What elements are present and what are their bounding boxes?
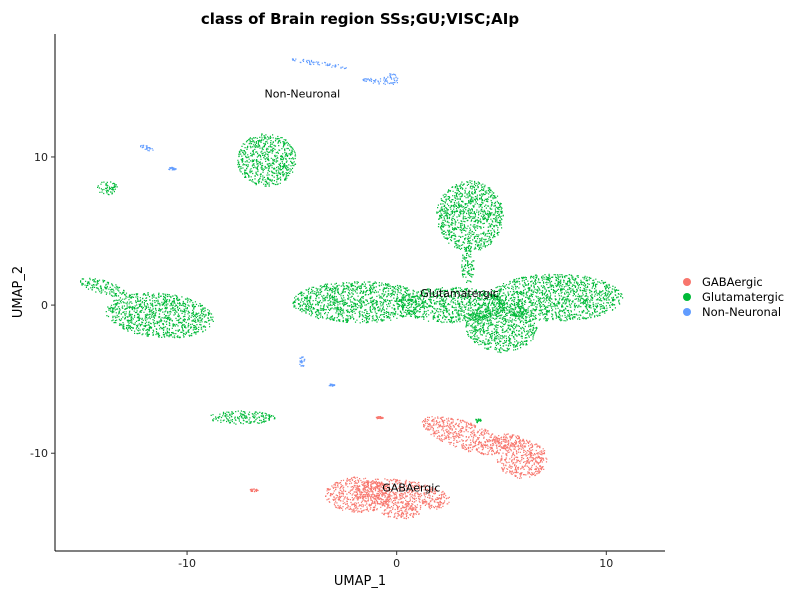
point-cloud-non-neuronal-5 (299, 356, 306, 367)
point-cloud-glutamatergic-3 (80, 277, 128, 297)
x-axis-title: UMAP_1 (334, 574, 386, 589)
point-cloud-non-neuronal-1 (362, 77, 398, 85)
legend-item-glutamatergic: Glutamatergic (683, 290, 784, 304)
series-glutamatergic-points (80, 133, 624, 425)
point-cloud-glutamatergic-4 (436, 180, 504, 252)
x-tick-label: 10 (599, 557, 613, 570)
legend-item-non-neuronal: Non-Neuronal (683, 305, 781, 319)
point-cloud-non-neuronal-2 (383, 73, 399, 85)
y-axis-title: UMAP_2 (11, 266, 26, 318)
point-cloud-gabaergic-4 (496, 439, 548, 479)
point-cloud-gabaergic-6 (375, 416, 384, 420)
point-cloud-gabaergic-1 (325, 476, 392, 513)
series-non-neuronal-points (140, 58, 399, 387)
point-cloud-gabaergic-2 (381, 505, 420, 520)
cluster-labels: GABAergic Glutamatergic Non-Neuronal (265, 87, 499, 494)
y-tick-label: -10 (30, 447, 48, 460)
point-cloud-glutamatergic-10 (210, 410, 276, 425)
y-tick-label: 10 (34, 151, 48, 164)
series-gabaergic-points (249, 416, 548, 520)
x-ticks: -10 0 10 (178, 551, 613, 570)
legend-item-gabaergic: GABAergic (683, 275, 763, 289)
point-cloud-glutamatergic-2 (105, 292, 214, 339)
chart-title: class of Brain region SSs;GU;VISC;AIp (201, 10, 519, 28)
legend-label: Glutamatergic (702, 290, 784, 304)
points-layer (80, 58, 624, 520)
point-cloud-glutamatergic-7 (396, 286, 506, 324)
point-cloud-glutamatergic-11 (475, 418, 482, 424)
x-tick-label: 0 (393, 557, 400, 570)
cluster-label-non-neuronal: Non-Neuronal (265, 87, 341, 100)
legend-swatch (683, 278, 691, 286)
point-cloud-non-neuronal-0 (291, 58, 347, 70)
legend-label: Non-Neuronal (702, 305, 781, 319)
point-cloud-glutamatergic-1 (97, 181, 118, 196)
legend-swatch (683, 308, 691, 316)
point-cloud-non-neuronal-3 (140, 144, 154, 152)
point-cloud-glutamatergic-8 (465, 301, 538, 354)
legend-label: GABAergic (702, 275, 763, 289)
point-cloud-non-neuronal-4 (168, 166, 177, 171)
cluster-label-glutamatergic: Glutamatergic (420, 287, 499, 300)
point-cloud-gabaergic-0 (355, 478, 450, 512)
point-cloud-glutamatergic-0 (237, 133, 297, 187)
point-cloud-glutamatergic-9 (489, 273, 624, 322)
point-cloud-glutamatergic-6 (292, 281, 427, 324)
legend-swatch (683, 293, 691, 301)
cluster-label-gabaergic: GABAergic (382, 481, 440, 494)
point-cloud-non-neuronal-6 (328, 383, 336, 387)
point-cloud-gabaergic-5 (491, 433, 525, 449)
point-cloud-gabaergic-7 (249, 488, 259, 493)
y-ticks: -10 0 10 (30, 151, 55, 460)
y-tick-label: 0 (41, 299, 48, 312)
x-tick-label: -10 (178, 557, 196, 570)
point-cloud-gabaergic-3 (421, 416, 505, 456)
point-cloud-glutamatergic-5 (461, 246, 475, 283)
